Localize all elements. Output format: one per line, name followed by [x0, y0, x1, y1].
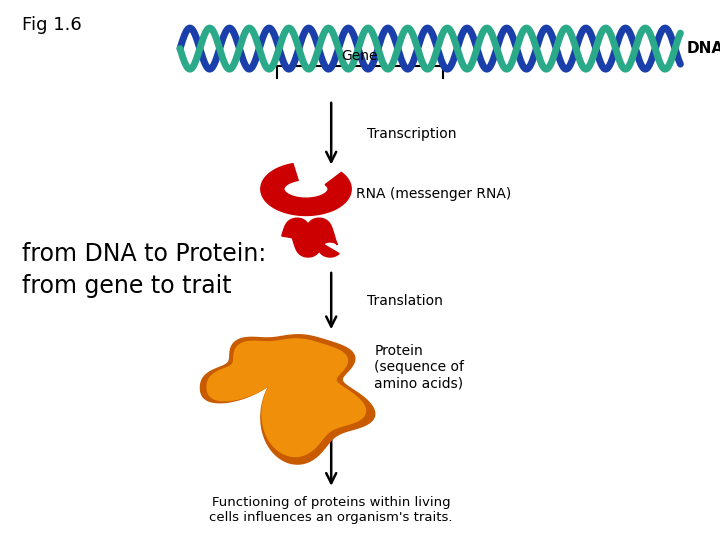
- Text: RNA (messenger RNA): RNA (messenger RNA): [356, 187, 512, 201]
- Polygon shape: [261, 164, 351, 215]
- Text: Protein
(sequence of
amino acids): Protein (sequence of amino acids): [374, 344, 464, 390]
- Text: Functioning of proteins within living
cells influences an organism's traits.: Functioning of proteins within living ce…: [210, 496, 453, 524]
- Text: Gene: Gene: [342, 49, 378, 63]
- Text: Translation: Translation: [367, 294, 443, 308]
- Text: Transcription: Transcription: [367, 127, 456, 140]
- Polygon shape: [207, 339, 366, 456]
- Text: from DNA to Protein:
from gene to trait: from DNA to Protein: from gene to trait: [22, 242, 266, 298]
- Polygon shape: [282, 218, 339, 257]
- Text: Fig 1.6: Fig 1.6: [22, 16, 81, 34]
- Polygon shape: [200, 335, 374, 464]
- Text: DNA: DNA: [686, 41, 720, 56]
